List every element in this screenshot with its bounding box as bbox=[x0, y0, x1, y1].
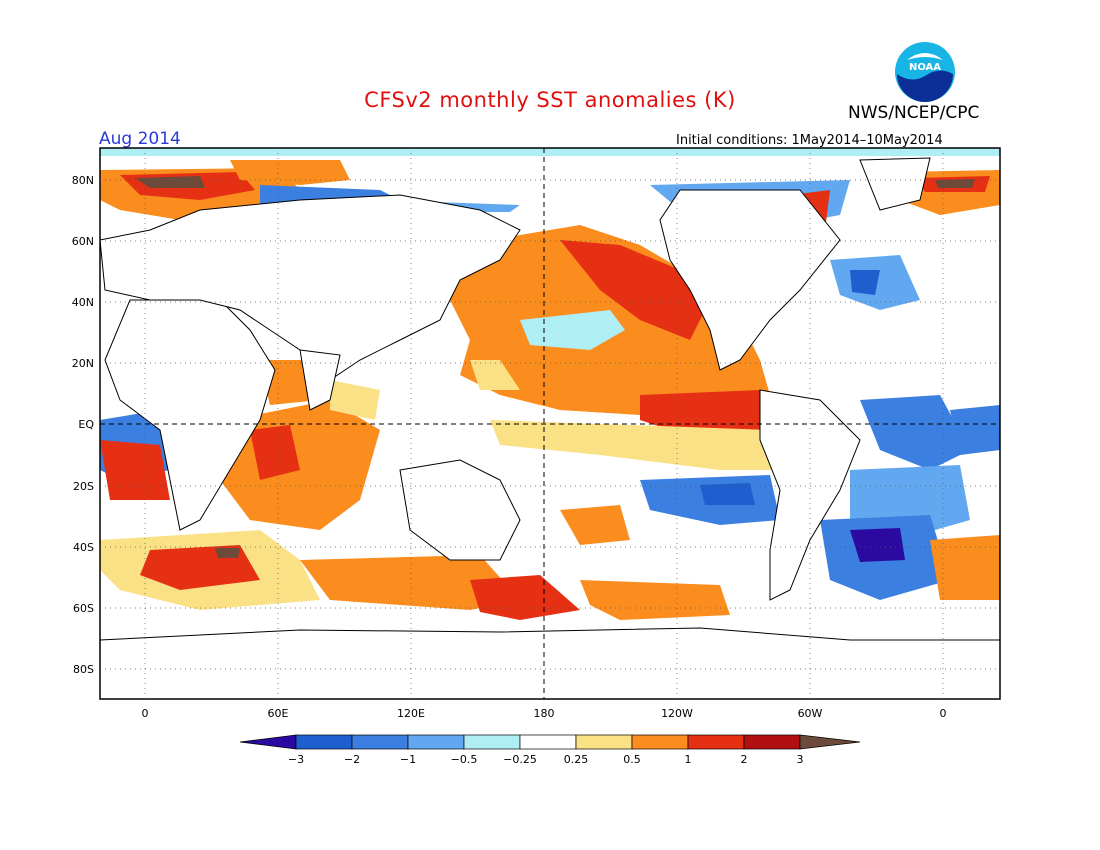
lon-label: 180 bbox=[534, 707, 555, 720]
initial-conditions-label: Initial conditions: 1May2014–10May2014 bbox=[676, 133, 943, 148]
lat-label: 40S bbox=[73, 541, 94, 554]
lon-label: 60W bbox=[798, 707, 823, 720]
anomaly-field bbox=[100, 148, 1000, 699]
lon-label: 0 bbox=[142, 707, 149, 720]
month-label: Aug 2014 bbox=[99, 129, 181, 149]
lon-label: 120E bbox=[397, 707, 425, 720]
colorbar-label: −0.5 bbox=[451, 753, 478, 766]
lat-label: 60S bbox=[73, 602, 94, 615]
colorbar-label: −1 bbox=[400, 753, 416, 766]
colorbar-swatch bbox=[351, 734, 409, 750]
lon-label: 0 bbox=[940, 707, 947, 720]
colorbar-swatch bbox=[743, 734, 801, 750]
colorbar-swatch bbox=[463, 734, 521, 750]
logo-text: NOAA bbox=[909, 62, 941, 73]
colorbar-high-arrow bbox=[799, 734, 861, 750]
colorbar-swatch bbox=[295, 734, 353, 750]
lat-label: 20N bbox=[72, 357, 94, 370]
colorbar-label: 3 bbox=[797, 753, 804, 766]
colorbar-label: 1 bbox=[685, 753, 692, 766]
agency-label: NWS/NCEP/CPC bbox=[848, 103, 980, 123]
colorbar-label: −0.25 bbox=[503, 753, 537, 766]
colorbar-swatch bbox=[575, 734, 633, 750]
colorbar bbox=[239, 734, 861, 750]
colorbar-swatch bbox=[687, 734, 745, 750]
colorbar-label: −3 bbox=[288, 753, 304, 766]
lon-label: 120W bbox=[661, 707, 693, 720]
lon-label: 60E bbox=[268, 707, 289, 720]
chart-title: CFSv2 monthly SST anomalies (K) bbox=[364, 88, 736, 112]
lat-label: 60N bbox=[72, 235, 94, 248]
colorbar-low-arrow bbox=[239, 734, 297, 750]
colorbar-swatch bbox=[519, 734, 577, 750]
colorbar-label: 0.5 bbox=[623, 753, 641, 766]
colorbar-label: 0.25 bbox=[564, 753, 589, 766]
noaa-logo-icon: NOAA bbox=[895, 42, 955, 102]
colorbar-label: −2 bbox=[344, 753, 360, 766]
colorbar-swatch bbox=[631, 734, 689, 750]
lat-label: 80S bbox=[73, 663, 94, 676]
lat-label: 20S bbox=[73, 480, 94, 493]
lat-label: 40N bbox=[72, 296, 94, 309]
lat-label: 80N bbox=[72, 174, 94, 187]
lat-label: EQ bbox=[78, 418, 94, 431]
colorbar-swatch bbox=[407, 734, 465, 750]
colorbar-label: 2 bbox=[741, 753, 748, 766]
